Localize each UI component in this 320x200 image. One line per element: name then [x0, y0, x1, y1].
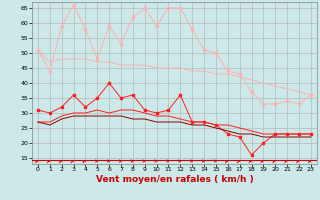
X-axis label: Vent moyen/en rafales ( km/h ): Vent moyen/en rafales ( km/h ): [96, 175, 253, 184]
